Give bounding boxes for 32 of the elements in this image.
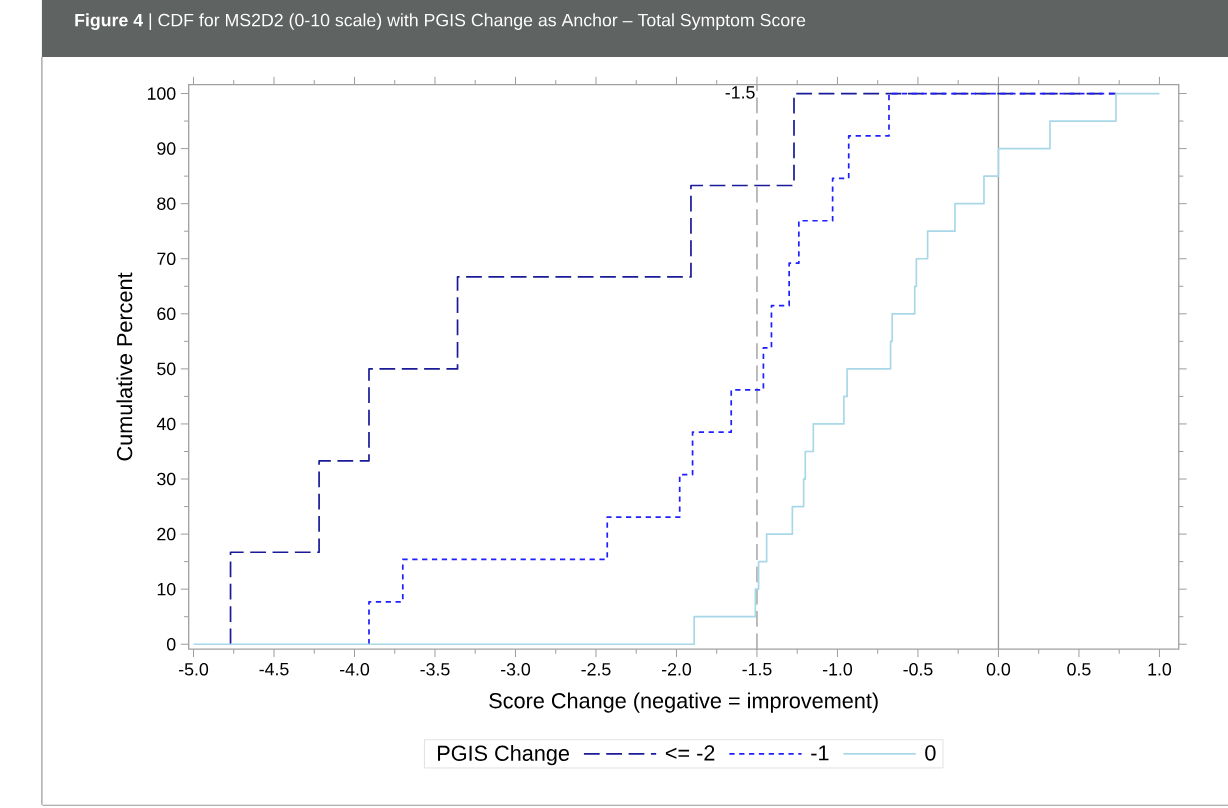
x-tick-label: -2.5: [581, 663, 611, 676]
x-tick-label: -0.5: [903, 663, 933, 676]
x-tick-label: 0.5: [1067, 663, 1091, 676]
y-tick-label: 90: [157, 142, 176, 155]
y-tick-label: 70: [157, 252, 176, 266]
y-tick-label: 50: [157, 362, 176, 376]
ref-line-label: -1.5: [725, 86, 755, 99]
y-tick-label: 60: [157, 307, 176, 321]
x-tick-label: 0.0: [986, 663, 1011, 676]
x-tick-label: -5.0: [179, 663, 209, 676]
x-tick-label: -3.0: [500, 663, 531, 676]
x-tick-label: 1.0: [1148, 663, 1172, 676]
y-tick-label: 40: [156, 417, 176, 431]
y-tick-label: 100: [147, 87, 176, 100]
x-axis-title: Score Change (negative = improvement): [489, 692, 878, 713]
y-tick-label: 10: [157, 582, 176, 596]
legend-label: <= -2: [665, 745, 715, 761]
chart-title: Figure 4 | CDF for MS2D2 (0-10 scale) with PGIS Change as Anchor – Total Symptom Score: [75, 13, 806, 31]
x-tick-label: -3.5: [420, 663, 450, 676]
legend-label: 0: [925, 745, 936, 761]
x-tick-label: -4.0: [340, 663, 370, 676]
legend-title: PGIS Change: [438, 745, 569, 766]
x-tick-label: -1.0: [822, 663, 853, 676]
x-tick-label: -4.5: [259, 663, 289, 676]
y-tick-label: 80: [157, 197, 176, 211]
x-tick-label: -2.0: [661, 663, 692, 676]
y-tick-label: 30: [157, 472, 176, 486]
y-tick-label: 20: [157, 527, 176, 541]
x-tick-label: -1.5: [742, 663, 772, 676]
y-tick-label: 0: [167, 638, 176, 651]
legend-label: -1: [811, 745, 829, 761]
y-axis-title: Cumulative Percent: [116, 272, 133, 461]
